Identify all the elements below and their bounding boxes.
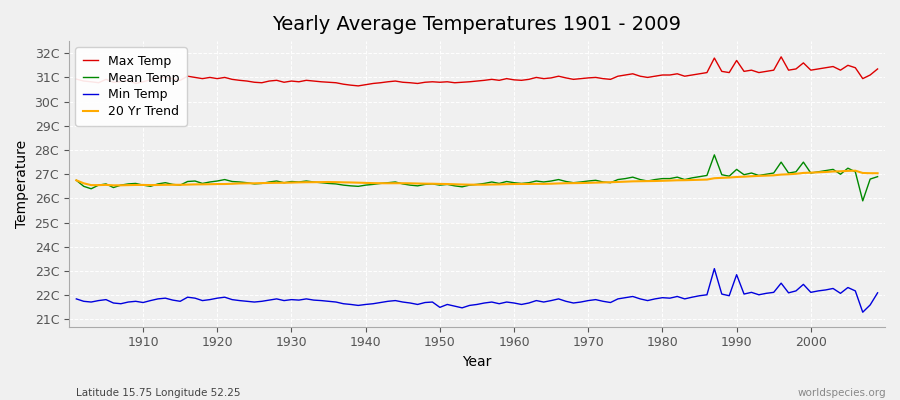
Min Temp [598,299,608,304]
Mean Temp [71,178,82,183]
20 Yr Trend [108,183,119,188]
Y-axis label: Temperature: Temperature [15,140,29,228]
Line: Mean Temp: Mean Temp [76,155,878,201]
Min Temp [293,298,304,302]
Title: Yearly Average Temperatures 1901 - 2009: Yearly Average Temperatures 1901 - 2009 [273,15,681,34]
Min Temp [709,266,720,271]
Line: Max Temp: Max Temp [76,57,878,86]
Max Temp [71,77,82,82]
Mean Temp [508,180,519,185]
20 Yr Trend [605,180,616,185]
Max Temp [353,84,364,88]
Mean Temp [338,183,349,188]
Min Temp [858,310,868,314]
Mean Temp [872,174,883,179]
Mean Temp [501,179,512,184]
Max Temp [872,66,883,71]
Mean Temp [130,181,141,186]
Line: Min Temp: Min Temp [76,269,878,312]
Mean Temp [858,198,868,203]
Mean Temp [293,180,304,184]
Mean Temp [598,180,608,184]
Min Temp [130,299,141,304]
Max Temp [605,77,616,82]
Min Temp [508,301,519,306]
Max Temp [508,78,519,82]
Min Temp [338,301,349,306]
X-axis label: Year: Year [463,355,491,369]
Min Temp [71,296,82,301]
Max Temp [776,54,787,59]
20 Yr Trend [508,182,519,186]
Min Temp [872,290,883,295]
Mean Temp [709,152,720,157]
20 Yr Trend [850,168,860,173]
20 Yr Trend [301,180,311,185]
Legend: Max Temp, Mean Temp, Min Temp, 20 Yr Trend: Max Temp, Mean Temp, Min Temp, 20 Yr Tre… [76,47,186,126]
Max Temp [516,78,526,83]
Text: Latitude 15.75 Longitude 52.25: Latitude 15.75 Longitude 52.25 [76,388,241,398]
Max Temp [130,81,141,86]
20 Yr Trend [872,171,883,176]
Min Temp [501,300,512,304]
20 Yr Trend [516,182,526,186]
20 Yr Trend [71,178,82,183]
Max Temp [338,82,349,86]
Text: worldspecies.org: worldspecies.org [798,388,886,398]
20 Yr Trend [138,182,148,187]
20 Yr Trend [346,180,356,185]
Max Temp [293,79,304,84]
Line: 20 Yr Trend: 20 Yr Trend [76,171,878,185]
